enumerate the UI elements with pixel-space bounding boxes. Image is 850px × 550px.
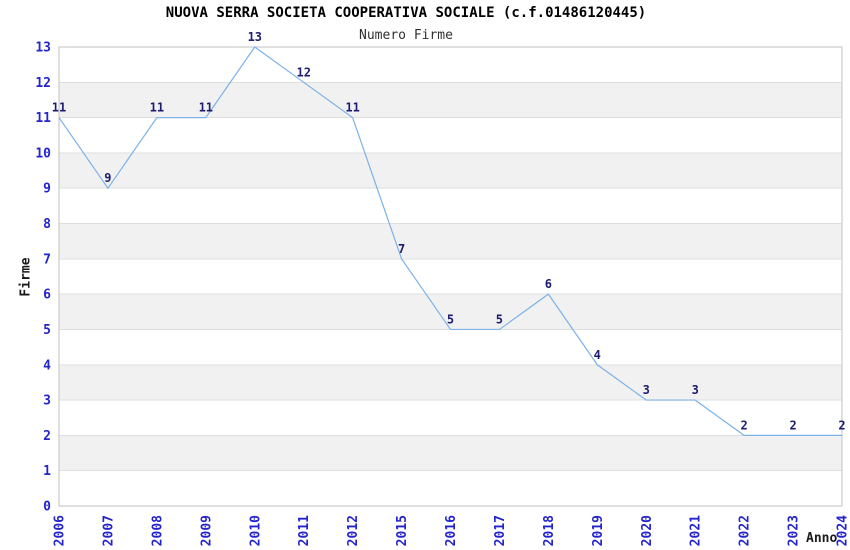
y-tick-label: 8 [43,217,51,232]
x-tick-label: 2008 [150,515,165,546]
x-tick-label: 2017 [493,515,508,546]
point-label: 4 [594,348,601,362]
y-tick-label: 5 [43,323,51,338]
point-label: 11 [199,101,213,115]
x-tick-label: 2010 [248,515,263,546]
y-tick-label: 6 [43,288,51,303]
x-tick-label: 2020 [640,515,655,546]
band [59,294,842,330]
y-tick-label: 12 [35,76,51,91]
point-label: 11 [52,101,66,115]
chart-title: NUOVA SERRA SOCIETA COOPERATIVA SOCIALE … [165,5,647,21]
x-tick-label: 2006 [53,515,68,546]
x-tick-label: 2012 [346,515,361,546]
x-tick-label: 2018 [542,515,557,546]
x-tick-label: 2016 [444,515,459,546]
point-label: 9 [104,171,111,185]
band [59,435,842,471]
point-label: 12 [296,65,310,79]
x-tick-label: 2009 [199,515,214,546]
y-tick-label: 4 [43,358,51,373]
point-label: 7 [398,242,405,256]
y-axis-title: Firme [18,257,34,297]
x-axis-title: Anno [806,531,838,546]
y-tick-label: 10 [35,146,51,161]
band [59,223,842,259]
x-tick-label: 2015 [395,515,410,546]
x-tick-label: 2022 [738,515,753,546]
x-tick-label: 2021 [689,515,704,546]
band [59,82,842,118]
point-label: 11 [345,101,359,115]
point-label: 6 [545,277,552,291]
x-tick-label: 2011 [297,515,312,546]
point-label: 2 [740,418,747,432]
x-tick-label: 2019 [591,515,606,546]
point-label: 2 [838,418,845,432]
band [59,364,842,401]
y-tick-label: 13 [35,41,51,56]
y-tick-label: 0 [43,500,51,515]
x-tick-label: 2024 [836,515,850,546]
chart-subtitle: Numero Firme [359,28,453,43]
band [59,152,842,189]
y-tick-label: 3 [43,394,51,409]
x-tick-label: 2023 [787,515,802,546]
y-tick-label: 9 [43,182,51,197]
point-label: 3 [643,383,650,397]
y-tick-label: 1 [43,464,51,479]
y-tick-label: 11 [35,111,51,126]
plot-border [58,46,843,507]
y-tick-label: 7 [43,252,51,267]
x-tick-label: 2007 [101,515,116,546]
point-label: 13 [248,30,262,44]
point-label: 2 [789,418,796,432]
series-line [58,46,842,436]
point-label: 3 [692,383,699,397]
point-label: 5 [447,313,454,327]
y-tick-label: 2 [43,429,51,444]
point-label: 5 [496,313,503,327]
point-label: 11 [150,101,164,115]
